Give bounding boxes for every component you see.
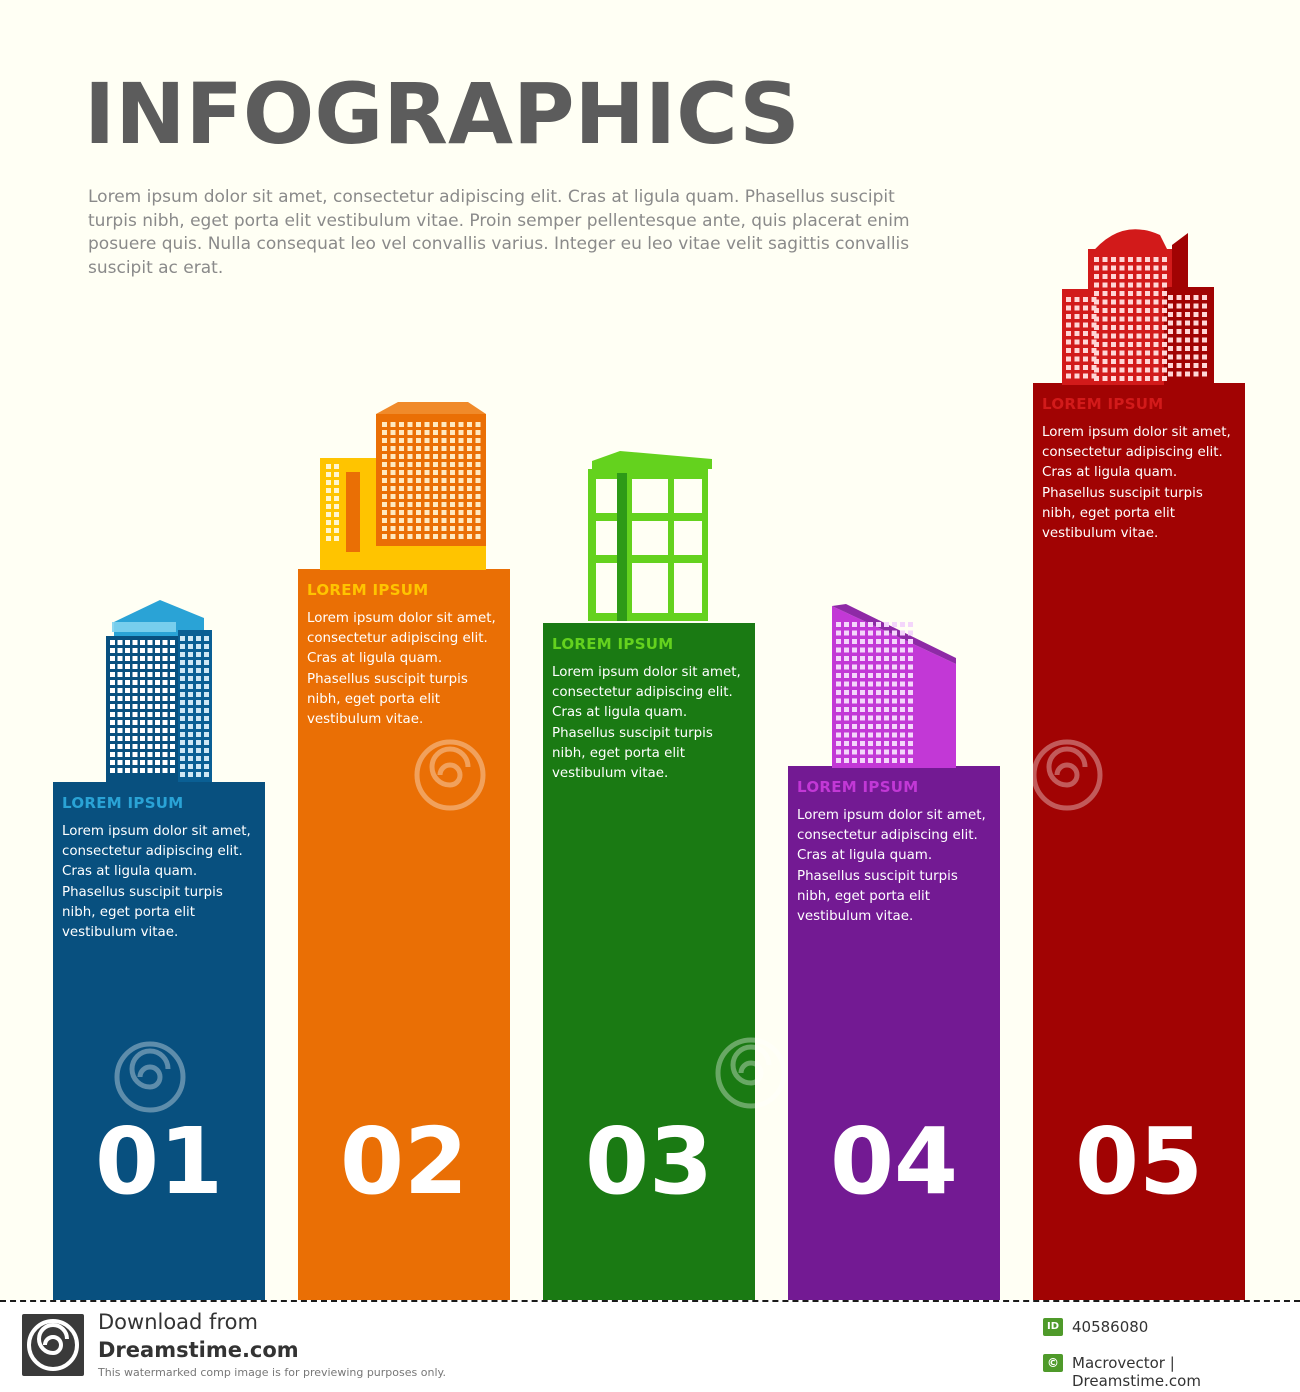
id-badge-icon: ID [1043,1318,1063,1336]
watermark-spiral-icon [414,739,486,811]
bar-heading: LOREM IPSUM [1042,395,1164,413]
footer-download-text: Download from [98,1310,258,1334]
bar-number: 05 [1074,1108,1204,1215]
bar-number: 02 [339,1108,469,1215]
bar-heading: LOREM IPSUM [307,581,429,599]
bar-text: Lorem ipsum dolor sit amet, consectetur … [797,808,986,925]
copyright-badge-icon: © [1043,1354,1063,1372]
footer-note: This watermarked comp image is for previ… [98,1366,446,1379]
intro-paragraph: Lorem ipsum dolor sit amet, consectetur … [88,187,910,278]
bar-text: Lorem ipsum dolor sit amet, consectetur … [552,665,741,782]
bar-01: LOREM IPSUM Lorem ipsum dolor sit amet, … [53,782,265,1300]
bar-text: Lorem ipsum dolor sit amet, consectetur … [62,824,251,941]
bar-05: LOREM IPSUM Lorem ipsum dolor sit amet, … [1033,383,1245,1300]
bar-heading: LOREM IPSUM [797,778,919,796]
footer-site-link[interactable]: Dreamstime.com [98,1338,299,1362]
bar-number: 01 [94,1108,224,1215]
footer: Download from Dreamstime.com This waterm… [0,1300,1300,1392]
image-id: 40586080 [1072,1318,1149,1336]
bar-number: 03 [584,1108,714,1215]
watermark-spiral-icon [114,1041,186,1113]
dreamstime-logo-icon [22,1314,84,1376]
watermark-spiral-icon [1031,739,1103,811]
bar-03: LOREM IPSUM Lorem ipsum dolor sit amet, … [543,623,755,1300]
slanted-tower-icon [832,604,956,768]
bar-04: LOREM IPSUM Lorem ipsum dolor sit amet, … [788,766,1000,1300]
bar-text: Lorem ipsum dolor sit amet, consectetur … [1042,425,1231,542]
bar-number: 04 [829,1108,959,1215]
bar-02: LOREM IPSUM Lorem ipsum dolor sit amet, … [298,569,510,1300]
domed-complex-icon [1062,229,1214,385]
glass-building-icon [588,451,712,621]
office-tower-icon [106,600,212,782]
twin-buildings-icon [320,402,486,570]
bar-heading: LOREM IPSUM [62,794,184,812]
watermark-spiral-icon [715,1037,787,1109]
bar-text: Lorem ipsum dolor sit amet, consectetur … [307,611,496,728]
page-title: INFOGRAPHICS [84,65,800,163]
footer-author[interactable]: Macrovector | Dreamstime.com [1072,1354,1201,1390]
bar-heading: LOREM IPSUM [552,635,674,653]
